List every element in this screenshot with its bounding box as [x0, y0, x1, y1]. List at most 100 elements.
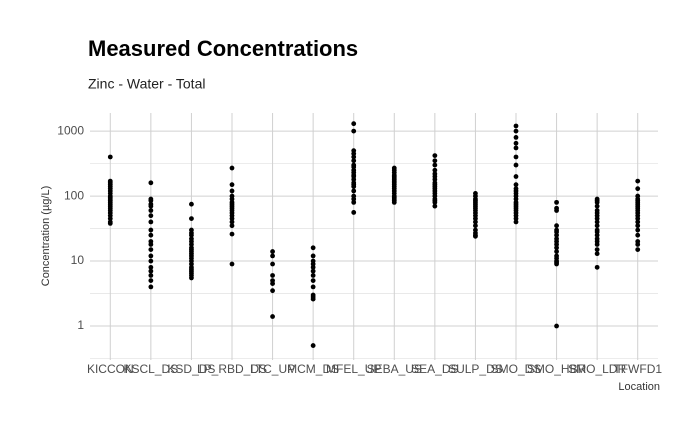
x-tick-label: TFWFD1: [613, 362, 662, 376]
data-point: [594, 251, 600, 257]
data-point: [513, 216, 519, 222]
data-point: [229, 196, 235, 202]
data-point: [432, 158, 438, 164]
data-point: [229, 188, 235, 194]
x-tick-label: LP_RBD_DS: [197, 362, 267, 376]
data-point: [635, 219, 641, 225]
data-point: [351, 184, 357, 189]
data-point: [473, 233, 478, 239]
data-point: [473, 223, 478, 229]
data-point: [554, 232, 559, 238]
data-point: [148, 278, 154, 284]
data-point: [432, 162, 438, 168]
y-tick-label: 1000: [57, 123, 84, 137]
data-point: [189, 275, 194, 281]
data-point: [432, 203, 438, 209]
data-point: [189, 261, 194, 267]
data-point: [635, 242, 641, 247]
data-point: [432, 199, 438, 205]
data-point: [554, 199, 559, 205]
data-point: [148, 232, 154, 238]
data-point: [189, 201, 194, 207]
data-point: [148, 203, 154, 209]
data-point: [351, 128, 357, 134]
data-point: [554, 261, 559, 267]
data-point: [310, 245, 316, 251]
data-point: [635, 216, 641, 222]
data-point: [351, 151, 357, 157]
data-point: [107, 154, 113, 160]
data-point: [351, 177, 357, 182]
data-point: [270, 314, 275, 319]
data-point: [148, 258, 154, 264]
data-point: [513, 145, 519, 151]
data-point: [351, 158, 357, 164]
data-point: [635, 178, 641, 184]
data-point: [635, 227, 641, 233]
data-point: [635, 247, 641, 253]
data-point: [594, 247, 600, 253]
data-point: [594, 223, 600, 229]
data-point: [310, 278, 316, 284]
data-point: [189, 242, 194, 247]
data-point: [554, 245, 559, 251]
data-point: [635, 186, 641, 192]
x-tick-label: MCM_DS: [287, 362, 339, 376]
data-point: [594, 242, 600, 247]
data-point: [270, 261, 275, 267]
data-point: [229, 219, 235, 225]
data-point: [513, 135, 519, 140]
data-point: [310, 284, 316, 290]
data-point: [229, 261, 235, 267]
x-tick-label: LTC_UP: [250, 362, 295, 376]
data-point: [432, 177, 438, 182]
data-point: [189, 232, 194, 238]
data-point: [554, 323, 559, 329]
data-point: [107, 220, 113, 226]
data-point: [594, 264, 600, 270]
data-point: [351, 154, 357, 160]
data-point: [635, 223, 641, 229]
chart-title: Measured Concentrations: [88, 36, 358, 61]
data-point: [594, 232, 600, 238]
x-tick-label: KICCON: [87, 362, 134, 376]
data-point: [270, 253, 275, 259]
data-point: [594, 199, 600, 205]
data-point: [594, 216, 600, 222]
data-point: [229, 216, 235, 222]
data-point: [351, 210, 357, 215]
data-point: [351, 196, 357, 202]
data-point: [310, 296, 316, 302]
data-point: [229, 165, 235, 171]
data-point: [351, 121, 357, 127]
y-tick-label: 1: [77, 318, 84, 332]
y-tick-label: 10: [71, 253, 85, 267]
data-point: [554, 242, 559, 247]
data-point: [513, 219, 519, 225]
data-point: [432, 167, 438, 173]
x-tick-label: SMO_DS: [491, 362, 542, 376]
data-point: [270, 249, 275, 254]
y-axis-label: Concentration (µg/L): [40, 186, 52, 287]
data-point: [513, 128, 519, 134]
data-point: [513, 174, 519, 179]
data-point: [432, 153, 438, 158]
data-point: [594, 203, 600, 209]
data-point: [270, 273, 275, 278]
data-point: [148, 247, 154, 253]
data-point: [148, 284, 154, 290]
y-tick-label: 100: [64, 188, 84, 202]
data-point: [270, 288, 275, 294]
data-point: [148, 268, 154, 274]
data-point: [513, 140, 519, 146]
data-point: [473, 216, 478, 222]
data-point: [635, 232, 641, 238]
data-point: [148, 198, 154, 204]
data-point: [310, 343, 316, 348]
data-point: [310, 268, 316, 274]
data-point: [310, 261, 316, 267]
data-point: [351, 188, 357, 194]
data-point: [554, 249, 559, 254]
x-axis-label: Location: [618, 381, 660, 393]
